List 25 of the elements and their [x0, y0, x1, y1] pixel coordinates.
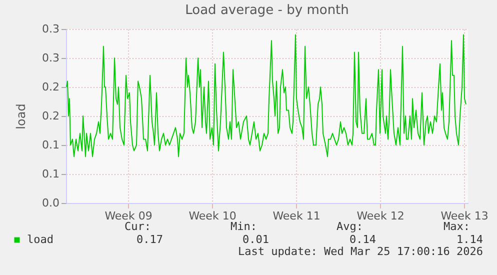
text: Avg: [336, 220, 363, 233]
text: 0.14 [350, 233, 376, 246]
x-tick-label: Week 13 [440, 210, 488, 222]
y-tick-label: 0.2 [42, 110, 60, 122]
line-series [66, 34, 466, 158]
y-tick-label: 0.3 [42, 52, 60, 64]
text: 0.01 [242, 233, 269, 246]
text: Last update: Wed Mar 25 17:00:16 2026 [238, 245, 483, 258]
x-tick-label: Week 12 [356, 210, 404, 222]
chart-title: Load average - by month [185, 3, 349, 18]
x-tick-label: Week 10 [188, 210, 236, 222]
x-tick-label: Week 09 [104, 210, 152, 222]
text: Max: [444, 220, 470, 233]
text: Min: [230, 220, 257, 233]
text: Cur: [124, 220, 151, 233]
text: 0.17 [136, 233, 163, 246]
y-tick-label: 0.3 [42, 22, 60, 36]
y-axis-title: load [14, 104, 28, 130]
y-tick-label: 0.2 [42, 80, 60, 94]
x-tick-label: Week 11 [272, 210, 320, 222]
y-tick-label: 0.0 [42, 196, 60, 210]
legend-label: load [27, 233, 54, 246]
y-tick-label: 0.1 [42, 168, 60, 180]
y-tick-label: 0.1 [42, 138, 60, 152]
text: 1.14 [456, 233, 484, 246]
